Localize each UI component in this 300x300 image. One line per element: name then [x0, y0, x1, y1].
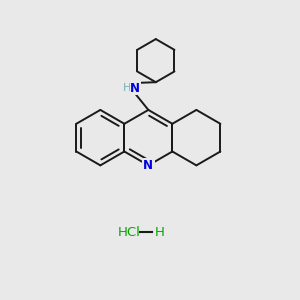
Text: H: H — [123, 83, 131, 93]
Text: N: N — [130, 82, 140, 95]
Text: H: H — [155, 226, 165, 239]
Text: HCl: HCl — [118, 226, 140, 239]
Text: N: N — [143, 159, 153, 172]
